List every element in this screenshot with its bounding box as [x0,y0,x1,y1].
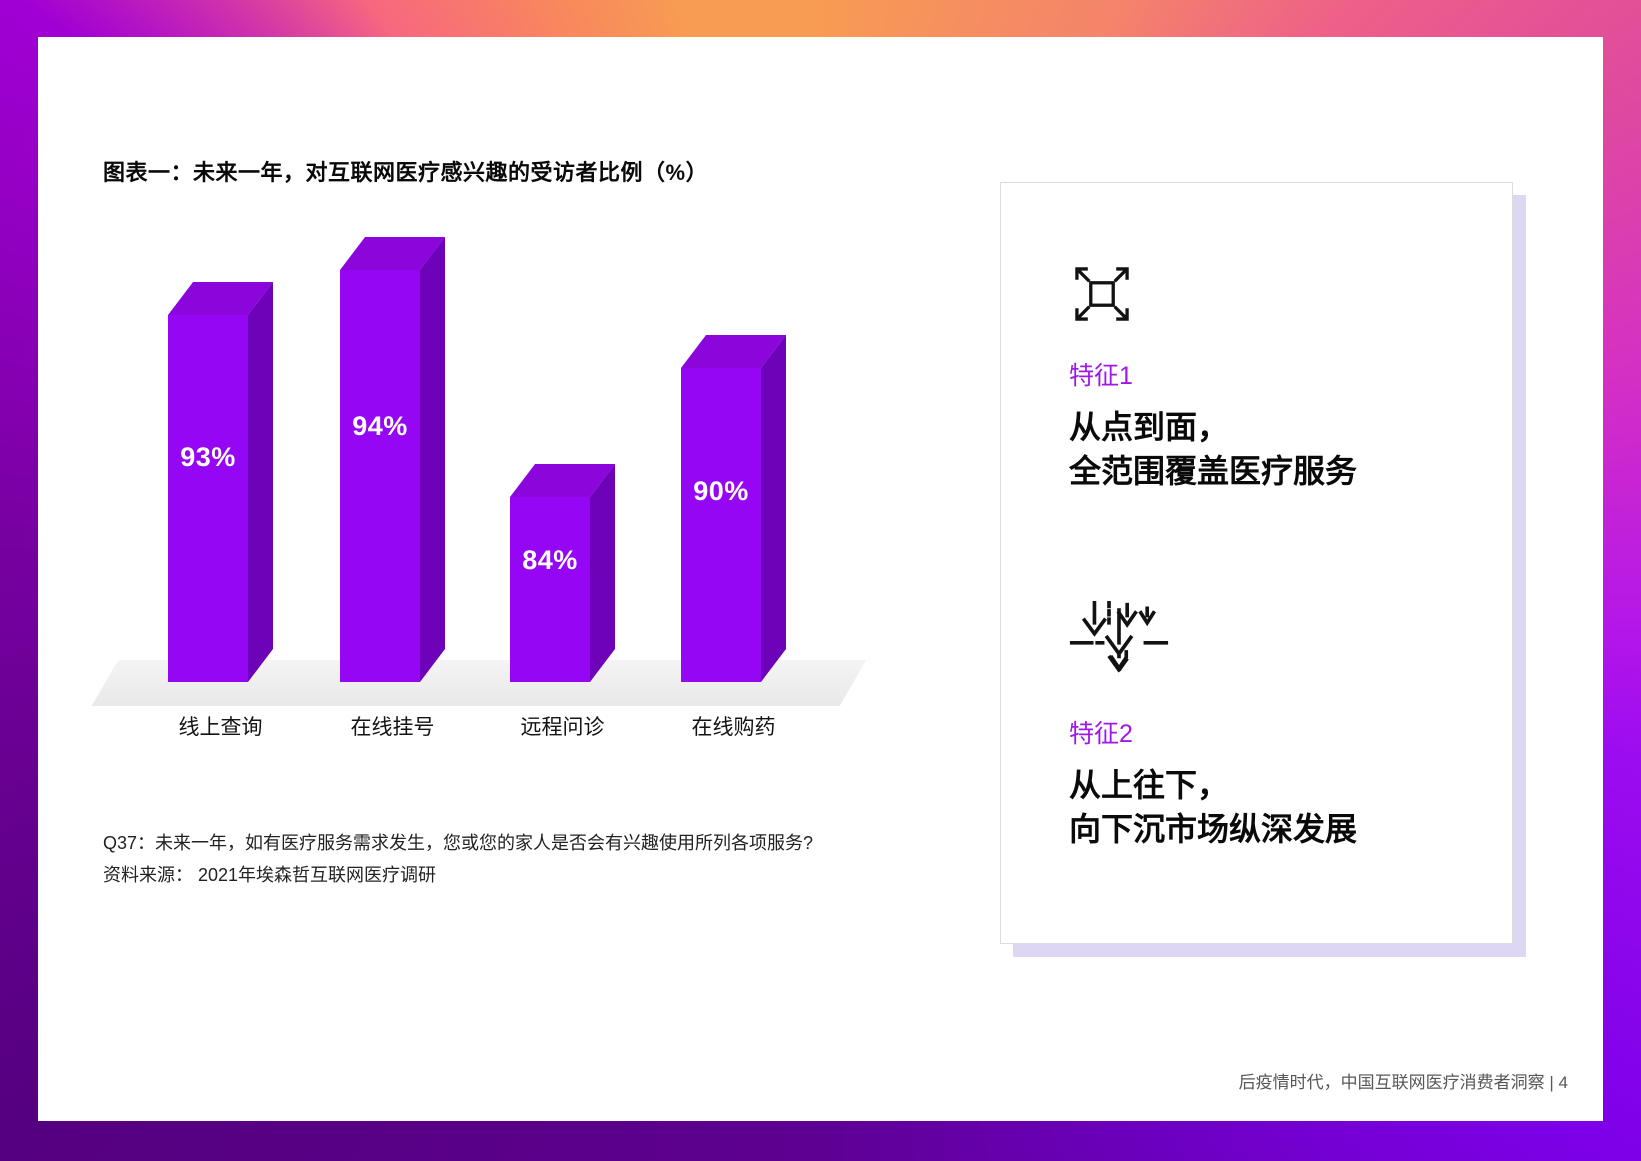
expand-icon [1069,261,1468,332]
bar-front-face: 94% [340,270,420,682]
footnote: Q37：未来一年，如有医疗服务需求发生，您或您的家人是否会有兴趣使用所列各项服务… [103,827,813,891]
category-label: 在线挂号 [350,716,435,739]
page-footer: 后疫情时代，中国互联网医疗消费者洞察 | 4 [1238,1073,1568,1092]
feature-heading-line1: 从上往下， [1069,767,1230,803]
bar-side-face [761,334,786,682]
feature-1: 特征1 从点到面， 全范围覆盖医疗服务 [1069,261,1468,493]
footnote-question: Q37：未来一年，如有医疗服务需求发生，您或您的家人是否会有兴趣使用所列各项服务… [103,833,814,853]
feature-2: 特征2 从上往下， 向下沉市场纵深发展 [1069,597,1468,851]
feature-heading-line1: 从点到面， [1069,409,1230,445]
feature-tag: 特征2 [1069,720,1133,748]
bar-column: 93% [168,281,274,682]
footnote-source: 资料来源： 2021年埃森哲互联网医疗调研 [103,865,437,885]
category-label: 线上查询 [178,716,263,739]
feature-heading: 从上往下， 向下沉市场纵深发展 [1069,763,1468,851]
feature-card: 特征1 从点到面， 全范围覆盖医疗服务 [1000,182,1513,944]
bar-column: 94% [340,236,446,682]
category-label: 在线购药 [691,716,776,739]
chart-title: 图表一：未来一年，对互联网医疗感兴趣的受访者比例（%） [103,160,709,185]
bar-side-face [420,236,445,682]
bar-side-face [590,463,615,682]
bar-front-face: 84% [510,497,590,682]
bar-value-label: 93% [180,442,236,472]
bar-chart: 93% 94% 84% 90% 线上查询 在线挂号 远程问诊 在线购药 [38,37,938,797]
bar-side-face [248,281,273,682]
bar-column: 90% [681,334,787,682]
bar-column: 84% [510,463,616,682]
bar-value-label: 94% [352,411,408,441]
feature-heading: 从点到面， 全范围覆盖医疗服务 [1069,405,1468,493]
down-arrows-icon [1069,597,1468,690]
feature-heading-line2: 向下沉市场纵深发展 [1069,811,1358,847]
bar-value-label: 84% [522,545,578,575]
category-label: 远程问诊 [520,716,605,739]
slide-panel: 图表一：未来一年，对互联网医疗感兴趣的受访者比例（%） 93% 94% 84% 90%… [38,37,1603,1121]
feature-tag: 特征1 [1069,362,1133,390]
bar-front-face: 93% [168,315,248,682]
feature-heading-line2: 全范围覆盖医疗服务 [1069,453,1358,489]
bar-value-label: 90% [693,476,749,506]
bar-front-face: 90% [681,368,761,682]
